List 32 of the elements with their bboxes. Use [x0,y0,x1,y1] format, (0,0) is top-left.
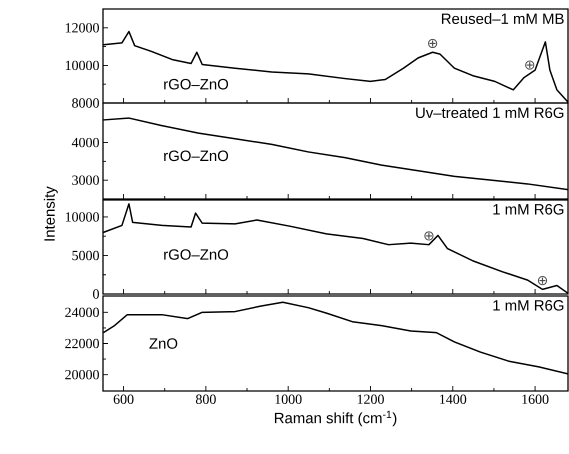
annotation: 1 mM R6G [493,204,564,215]
line-series [103,203,568,294]
annotation: ⊕ [525,60,534,70]
y-tick-label: 0 [93,289,99,299]
y-tick-label: 4000 [72,138,99,148]
y-tick-label: 24000 [65,308,99,318]
y-tick-label: 5000 [72,250,99,260]
x-tick-label: 1600 [522,394,548,404]
annotation: rGO–ZnO [164,78,228,90]
x-tick-label: 1200 [358,394,384,404]
y-tick-label: 10000 [66,60,99,70]
y-tick-label: 8000 [72,98,99,108]
x-tick-label: 600 [114,394,134,404]
annotation: rGO–ZnO [164,150,228,162]
x-tick-label: 800 [196,394,216,404]
y-tick-label: 12000 [66,23,99,33]
annotation: ZnO [149,338,178,349]
x-tick-label: 1000 [275,394,302,404]
annotation: ⊕ [538,276,548,286]
y-axis-title: Intensity [44,186,58,241]
annotation: ⊕ [424,231,434,240]
x-tick-label: 1400 [440,394,466,404]
annotation: 1 mM R6G [493,300,564,311]
y-tick-label: 3000 [72,175,99,185]
y-tick-label: 22000 [65,338,99,348]
x-axis-title: Raman shift (cm$^{-1}$) [274,410,396,426]
annotation: rGO–ZnO [164,249,228,260]
annotation: Reused–1 mM MB [442,13,564,24]
annotation: ⊕ [428,38,438,48]
annotation: Uv–treated 1 mM R6G [416,107,564,118]
y-tick-label: 10000 [66,212,99,222]
y-tick-label: 20000 [65,370,99,380]
